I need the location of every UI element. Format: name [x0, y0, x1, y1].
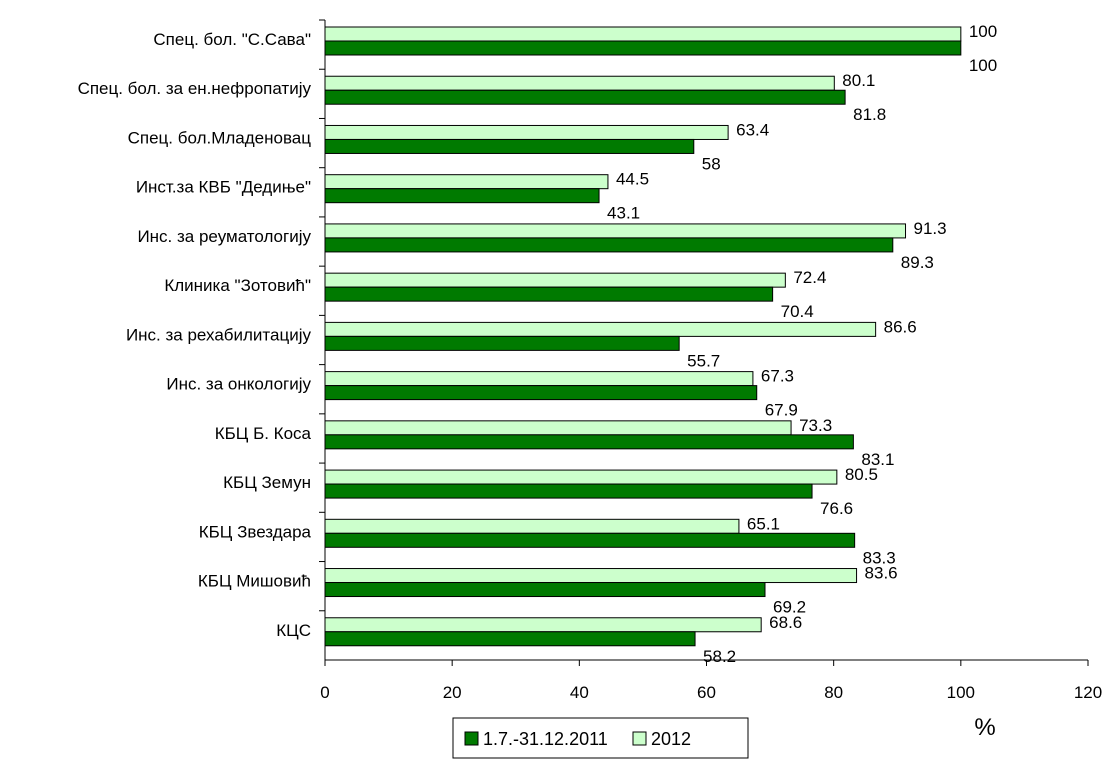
category-label: Инс. за онкологију — [166, 375, 311, 394]
data-label: 69.2 — [773, 598, 806, 617]
bar-2012 — [324, 75, 835, 91]
category-label: Инс. за реуматологију — [137, 227, 311, 246]
data-label: 89.3 — [901, 253, 934, 272]
data-label: 68.6 — [769, 613, 802, 632]
data-label: 43.1 — [607, 204, 640, 223]
data-label: 67.9 — [765, 401, 798, 420]
bar-2011 — [324, 188, 600, 204]
x-tick-label: 60 — [697, 683, 716, 702]
bar-2012 — [324, 124, 729, 140]
data-label: 86.6 — [884, 317, 917, 336]
data-label: 67.3 — [761, 367, 794, 386]
x-tick-label: 0 — [320, 683, 329, 702]
bar-2012 — [324, 371, 754, 387]
data-label: 72.4 — [793, 268, 826, 287]
data-label: 70.4 — [781, 302, 814, 321]
bar-2012 — [324, 617, 762, 633]
data-label: 80.1 — [842, 71, 875, 90]
data-label: 100 — [969, 22, 997, 41]
category-label: Клиника "Зотовић" — [164, 276, 311, 295]
axes-layer — [319, 19, 1089, 666]
bar-2012 — [324, 321, 877, 337]
data-label: 58.2 — [703, 647, 736, 666]
bar-2011 — [324, 286, 774, 302]
bar-2012 — [324, 26, 962, 42]
data-label: 73.3 — [799, 416, 832, 435]
x-tick-label: 120 — [1074, 683, 1102, 702]
legend: 1.7.-31.12.2011 2012 — [452, 717, 749, 759]
data-label: 100 — [969, 56, 997, 75]
category-label: Спец. бол.Младеновац — [128, 128, 312, 147]
bar-2012 — [324, 420, 792, 436]
x-tick-label: 20 — [443, 683, 462, 702]
bar-2011 — [324, 335, 680, 351]
bar-2011 — [324, 89, 846, 105]
labels-layer: Спец. бол. "С.Сава" 100 100 Спец. бол. за е… — [78, 22, 1103, 702]
category-label: Инст.за КВБ "Дедиње" — [136, 178, 311, 197]
bar-2011 — [324, 385, 758, 401]
bar-2011 — [324, 138, 695, 154]
bar-2011 — [324, 40, 962, 56]
category-label: КЦС — [276, 621, 311, 640]
bar-2011 — [324, 631, 696, 647]
x-tick-label: 80 — [824, 683, 843, 702]
data-label: 65.1 — [747, 514, 780, 533]
data-label: 91.3 — [914, 219, 947, 238]
bar-2011 — [324, 237, 894, 253]
bar-2012 — [324, 518, 740, 534]
data-label: 80.5 — [845, 465, 878, 484]
bar-2011 — [324, 532, 856, 548]
category-label: Инс. за рехабилитацију — [126, 325, 312, 344]
data-label: 63.4 — [736, 120, 769, 139]
category-label: КБЦ Мишовић — [198, 572, 311, 591]
bar-2012 — [324, 272, 786, 288]
legend-swatch — [632, 731, 647, 746]
category-label: Спец. бол. за ен.нефропатију — [78, 79, 312, 98]
legend-box — [452, 717, 749, 759]
data-label: 83.1 — [861, 450, 894, 469]
bar-2012 — [324, 174, 609, 190]
legend-swatch — [464, 731, 479, 746]
data-label: 76.6 — [820, 499, 853, 518]
data-label: 44.5 — [616, 170, 649, 189]
x-axis-unit-label: % — [974, 714, 995, 741]
category-label: Спец. бол. "С.Сава" — [153, 30, 311, 49]
data-label: 55.7 — [687, 351, 720, 370]
bar-2012 — [324, 469, 838, 485]
data-label: 81.8 — [853, 105, 886, 124]
x-tick-label: 40 — [570, 683, 589, 702]
legend-label: 2012 — [651, 729, 691, 749]
data-label: 83.3 — [863, 548, 896, 567]
data-label: 83.6 — [865, 564, 898, 583]
bar-2012 — [324, 223, 907, 239]
bar-2011 — [324, 582, 766, 598]
bar-2012 — [324, 568, 858, 584]
category-label: КБЦ Б. Коса — [215, 424, 312, 443]
category-label: КБЦ Земун — [223, 473, 311, 492]
data-label: 58 — [702, 154, 721, 173]
x-tick-label: 100 — [947, 683, 975, 702]
bar-2011 — [324, 434, 854, 450]
category-label: КБЦ Звездара — [199, 522, 312, 541]
bar-2011 — [324, 483, 813, 499]
legend-label: 1.7.-31.12.2011 — [483, 729, 608, 749]
